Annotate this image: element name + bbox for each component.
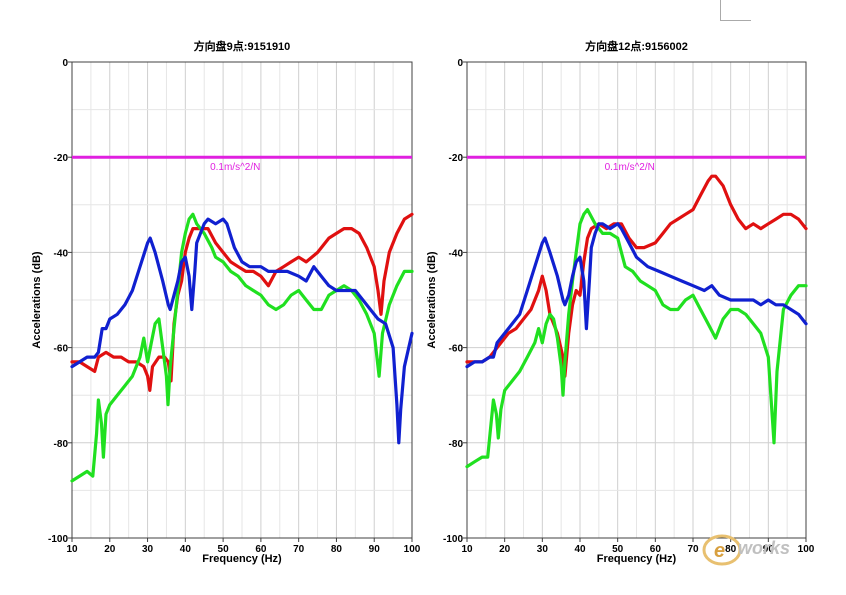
x-tick-label: 80: [725, 544, 737, 555]
chart-panel-2: 10 20 30 40 50 60 70 80 90 100 0 -20 -40 -60 -80 -100 方向…: [426, 39, 815, 565]
x-tick-label: 10: [461, 544, 473, 555]
y-tick-label: -40: [54, 248, 69, 259]
y-tick-label: -20: [54, 153, 69, 164]
x-tick-label: 80: [331, 544, 343, 555]
y-tick-label: -20: [449, 153, 464, 164]
plot-frame: [71, 61, 413, 539]
y-tick-label: 0: [457, 58, 463, 69]
x-tick-label: 100: [798, 544, 815, 555]
y-tick-label: -40: [449, 248, 464, 259]
y-tick-label: -80: [54, 439, 69, 450]
reference-annotation: 0.1m/s^2/N: [605, 162, 655, 173]
x-tick-label: 70: [293, 544, 305, 555]
x-tick-label: 30: [142, 544, 154, 555]
svg-text:works: works: [738, 538, 790, 558]
x-tick-label: 20: [104, 544, 116, 555]
x-tick-label: 10: [66, 544, 78, 555]
svg-text:e: e: [714, 540, 725, 562]
y-axis-label: Accelerations (dB): [426, 251, 438, 349]
series-line-2: [465, 208, 808, 469]
x-tick-label: 90: [763, 544, 775, 555]
x-tick-label: 60: [255, 544, 267, 555]
y-tick-label: 0: [62, 58, 68, 69]
y-tick-label: -60: [449, 344, 464, 355]
y-tick-label: -80: [449, 439, 464, 450]
x-tick-label: 90: [369, 544, 381, 555]
x-tick-label: 70: [687, 544, 699, 555]
y-tick-label: -100: [48, 534, 68, 545]
series-line-2: [70, 212, 414, 483]
x-tick-label: 100: [404, 544, 421, 555]
x-axis-label: Frequency (Hz): [202, 553, 282, 565]
watermark-logo: e works: [702, 534, 790, 566]
x-tick-label: 60: [650, 544, 662, 555]
series-line-1: [465, 174, 808, 378]
reference-annotation: 0.1m/s^2/N: [210, 162, 260, 173]
corner-mark: [720, 0, 751, 21]
x-tick-label: 40: [574, 544, 586, 555]
series-line-3: [465, 222, 808, 369]
plot-frame: [466, 61, 807, 539]
chart-panel-1: 10 20 30 40 50 60 70 80 90 100 0 -20 -40 -60 -80 -100 方向…: [31, 39, 421, 565]
x-tick-label: 50: [612, 544, 624, 555]
x-tick-label: 50: [218, 544, 230, 555]
y-tick-label: -100: [443, 534, 463, 545]
x-axis-label: Frequency (Hz): [597, 553, 677, 565]
x-tick-label: 40: [180, 544, 192, 555]
y-axis-label: Accelerations (dB): [31, 251, 43, 349]
x-tick-label: 20: [499, 544, 511, 555]
y-tick-label: -60: [54, 344, 69, 355]
series-line-1: [70, 212, 414, 392]
chart-title: 方向盘12点:9156002: [585, 39, 688, 53]
x-tick-label: 30: [537, 544, 549, 555]
chart-title: 方向盘9点:9151910: [194, 39, 291, 53]
series-line-3: [70, 217, 414, 445]
